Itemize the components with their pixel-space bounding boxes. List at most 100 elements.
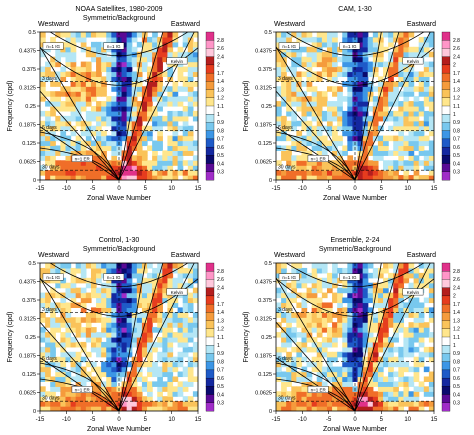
field-cell [342, 71, 348, 77]
field-cell [111, 135, 118, 142]
field-cell [60, 46, 67, 53]
field-cell [131, 56, 138, 63]
colorbar-swatch [441, 394, 451, 404]
field-cell [50, 165, 56, 171]
field-cell [332, 145, 338, 151]
field-cell [408, 165, 415, 171]
field-cell [85, 51, 92, 58]
field-cell [90, 376, 97, 382]
field-cell [291, 366, 297, 373]
field-cell [408, 366, 415, 373]
field-cell [192, 61, 198, 68]
field-cell [332, 115, 338, 122]
field-cell [90, 292, 97, 299]
field-cell [96, 317, 102, 323]
field-cell [121, 101, 128, 107]
field-cell [286, 145, 292, 151]
field-cell [141, 150, 148, 156]
field-cell [162, 175, 169, 180]
field-cell [167, 302, 174, 308]
field-cell [352, 165, 359, 171]
field-cell [372, 101, 379, 107]
field-cell [393, 110, 399, 117]
field-cell [311, 125, 318, 132]
field-cell [428, 160, 434, 166]
field-cell [306, 110, 313, 117]
field-cell [332, 71, 338, 77]
field-cell [96, 366, 102, 373]
field-cell [177, 51, 184, 58]
field-cell [403, 106, 410, 112]
field-cell [276, 267, 282, 274]
field-cell [342, 337, 348, 343]
field-cell [286, 351, 292, 358]
field-cell [352, 361, 359, 368]
field-cell [157, 76, 163, 82]
field-cell [136, 106, 143, 112]
field-cell [177, 386, 184, 392]
field-cell [357, 406, 364, 411]
field-cell [342, 386, 348, 392]
field-cell [332, 282, 338, 289]
dispersion-label-box [71, 386, 93, 393]
field-cell [157, 277, 163, 284]
field-cell [352, 267, 359, 274]
field-cell [316, 130, 323, 137]
field-cell [403, 125, 410, 132]
field-cell [162, 341, 169, 348]
field-cell [398, 351, 405, 358]
field-cell [147, 66, 153, 73]
field-cell [187, 165, 194, 171]
field-cell [182, 160, 189, 166]
field-cell [296, 71, 303, 77]
field-cell [121, 386, 128, 392]
field-cell [357, 135, 364, 142]
field-cell [75, 66, 82, 73]
field-cell [332, 61, 338, 68]
field-cell [55, 263, 61, 269]
field-cell [276, 36, 282, 43]
field-cell [90, 287, 97, 294]
field-cell [90, 396, 97, 402]
field-cell [182, 145, 189, 151]
field-cell [357, 263, 364, 269]
field-cell [141, 41, 148, 48]
field-cell [147, 341, 153, 348]
field-cell [182, 406, 189, 411]
field-cell [306, 406, 313, 411]
field-cell [45, 160, 51, 166]
field-cell [428, 145, 434, 151]
field-cell [40, 51, 46, 58]
field-cell [167, 155, 174, 161]
field-cell [296, 401, 303, 407]
field-cell [286, 150, 292, 156]
field-cell [413, 317, 420, 323]
field-cell [408, 130, 415, 137]
field-cell [337, 287, 343, 294]
field-cell [60, 401, 67, 407]
field-cell [85, 81, 92, 87]
field-cell [70, 86, 77, 92]
field-cell [152, 267, 158, 274]
field-cell [55, 106, 61, 112]
field-cell [367, 165, 374, 171]
colorbar-label: 1.3 [217, 87, 224, 93]
field-cell [75, 391, 82, 397]
field-cell [347, 32, 354, 38]
field-cell [347, 312, 354, 318]
field-cell [177, 282, 184, 289]
field-cell [357, 150, 364, 156]
field-cell [157, 41, 163, 48]
colorbar-label: 1.2 [453, 96, 460, 102]
field-cell [306, 165, 313, 171]
field-cell [393, 145, 399, 151]
field-cell [60, 396, 67, 402]
field-cell [40, 267, 46, 274]
field-cell [141, 401, 148, 407]
field-cell [192, 341, 198, 348]
field-cell [367, 145, 374, 151]
field-cell [347, 61, 354, 68]
field-cell [136, 332, 143, 338]
field-cell [55, 277, 61, 284]
field-cell [281, 86, 287, 92]
